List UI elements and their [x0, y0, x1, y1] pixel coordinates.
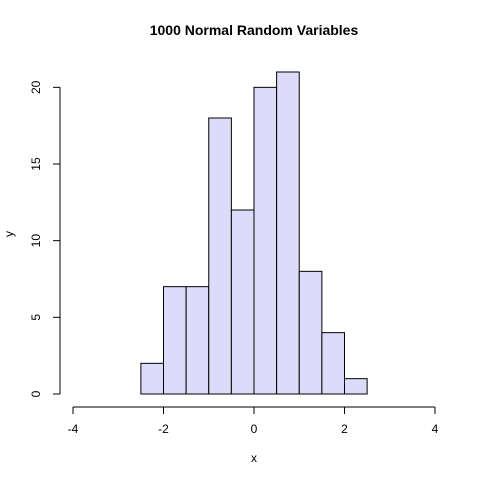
x-axis-label: x	[251, 451, 257, 465]
y-axis-label: y	[2, 231, 16, 237]
y-axis: 0 5 10 15 20	[29, 80, 61, 397]
histogram-bar	[298, 270, 323, 395]
y-tick-label: 0	[29, 390, 43, 397]
y-tick-label: 20	[29, 80, 43, 94]
histogram-bar	[321, 332, 345, 395]
y-tick-label: 10	[29, 234, 43, 248]
histogram-bar	[140, 362, 164, 395]
x-tick-label: 0	[251, 422, 258, 436]
x-tick-label: 2	[341, 422, 348, 436]
bars-group	[140, 71, 368, 395]
x-tick-label: 4	[432, 422, 439, 436]
histogram-bar	[230, 209, 255, 395]
histogram-bar	[185, 286, 210, 395]
histogram-bar	[253, 86, 278, 395]
y-tick-label: 5	[29, 314, 43, 321]
histogram-bar	[208, 117, 232, 395]
histogram-bar	[344, 378, 368, 395]
y-tick-label: 15	[29, 157, 43, 171]
histogram-bar	[163, 286, 187, 395]
x-tick-label: -2	[158, 422, 169, 436]
x-axis: -4 -2 0 2 4	[68, 406, 439, 436]
chart-title: 1000 Normal Random Variables	[150, 22, 359, 38]
x-tick-label: -4	[68, 422, 79, 436]
histogram-bar	[276, 71, 300, 395]
